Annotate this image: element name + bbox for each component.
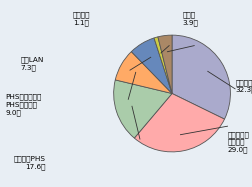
Text: 備え付けの
固定回線
29.0％: 備え付けの 固定回線 29.0％ — [227, 131, 248, 153]
Text: PHS（カード型
PHSを除く）
9.0％: PHS（カード型 PHSを除く） 9.0％ — [5, 94, 41, 116]
Text: カード型PHS
17.6％: カード型PHS 17.6％ — [14, 156, 45, 170]
Wedge shape — [153, 37, 171, 94]
Text: その他
3.9％: その他 3.9％ — [181, 12, 197, 26]
Text: 携帯電話
32.3％: 携帯電話 32.3％ — [234, 79, 252, 93]
Text: 公衆電話
1.1％: 公衆電話 1.1％ — [72, 12, 89, 26]
Wedge shape — [134, 94, 224, 152]
Wedge shape — [157, 35, 171, 94]
Wedge shape — [115, 52, 171, 94]
Wedge shape — [113, 80, 171, 138]
Wedge shape — [131, 38, 171, 94]
Text: 無線LAN
7.3％: 無線LAN 7.3％ — [20, 56, 43, 71]
Wedge shape — [171, 35, 230, 119]
